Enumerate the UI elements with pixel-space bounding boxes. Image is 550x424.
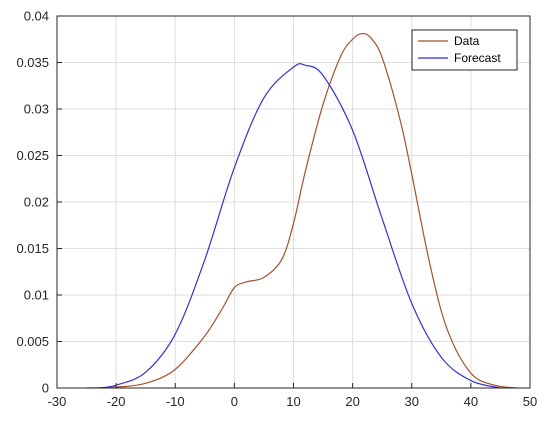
- y-tick-label: 0.005: [16, 334, 49, 349]
- y-tick-label: 0.015: [16, 241, 49, 256]
- y-tick-label: 0.035: [16, 55, 49, 70]
- legend: Data Forecast: [411, 29, 518, 71]
- x-tick-label: -30: [48, 394, 67, 409]
- x-tick-label: 0: [231, 394, 238, 409]
- x-tick-label: 40: [464, 394, 478, 409]
- y-tick-label: 0.04: [24, 9, 49, 24]
- legend-label: Forecast: [454, 51, 501, 65]
- x-tick-label: 50: [523, 394, 537, 409]
- legend-box: [411, 29, 518, 71]
- x-axis-ticks: -30 -20 -10 0 10 20 30 40 50: [48, 383, 537, 409]
- y-tick-label: 0: [42, 381, 49, 396]
- series-lines: [86, 32, 519, 389]
- x-tick-label: 20: [345, 394, 359, 409]
- x-tick-label: -20: [107, 394, 126, 409]
- series-line-forecast: [98, 63, 501, 389]
- y-tick-label: 0.02: [24, 195, 49, 210]
- y-tick-label: 0.01: [24, 288, 49, 303]
- legend-label: Data: [454, 34, 480, 48]
- x-tick-label: 30: [405, 394, 419, 409]
- x-tick-label: -10: [166, 394, 185, 409]
- y-tick-label: 0.03: [24, 102, 49, 117]
- x-tick-label: 10: [286, 394, 300, 409]
- series-line-data: [86, 32, 519, 389]
- y-tick-label: 0.025: [16, 148, 49, 163]
- y-axis-ticks: 0 0.005 0.01 0.015 0.02 0.025 0.03 0.035 0.04: [16, 9, 62, 396]
